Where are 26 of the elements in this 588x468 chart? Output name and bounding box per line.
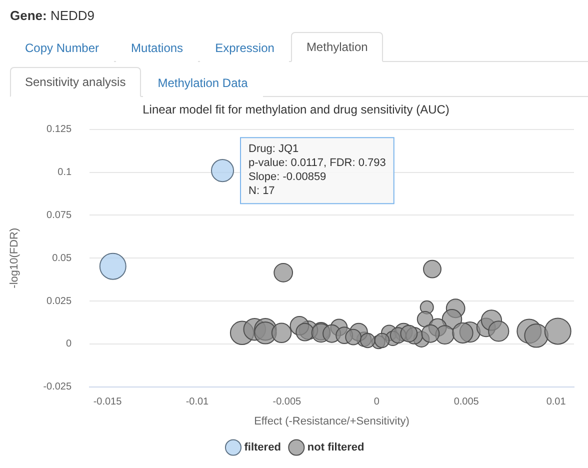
x-tick-label: 0.01 bbox=[546, 396, 566, 408]
text: Gene: NEDD9 bbox=[9, 7, 96, 25]
y-tick-label: 0 bbox=[66, 338, 72, 350]
text: Methylation bbox=[291, 32, 383, 62]
text: Methylation Data bbox=[142, 68, 263, 97]
text: Copy Number bbox=[10, 33, 114, 62]
x-tick-label: 0 bbox=[374, 396, 380, 408]
y-tick-label: -0.025 bbox=[43, 382, 72, 393]
x-tick-label: -0.01 bbox=[186, 396, 210, 408]
chart-title: Linear model fit for methylation and drug sensitivity (AUC) bbox=[142, 102, 450, 117]
y-tick-label: 0.05 bbox=[52, 252, 72, 264]
y-tick-label: 0.025 bbox=[46, 296, 72, 307]
text: Sensitivity analysis bbox=[10, 67, 141, 97]
y-tick-label: 0.075 bbox=[46, 210, 72, 221]
x-tick-label: -0.005 bbox=[272, 396, 302, 408]
x-tick-label: -0.015 bbox=[93, 396, 122, 408]
y-tick-label: 0.1 bbox=[58, 167, 72, 178]
annotation: Drug: JQ1 p-value: 0.0117, FDR: 0.793 Slope: -0.00859 N: 17 bbox=[248, 143, 386, 198]
y-tick-label: 0.125 bbox=[46, 124, 72, 136]
legend-label: filtered bbox=[244, 442, 281, 454]
text: Expression bbox=[200, 33, 290, 62]
x-tick-label: 0.005 bbox=[454, 396, 480, 408]
x-axis-title: Effect (-Resistance/+Sensitivity) bbox=[254, 415, 410, 428]
text: Mutations bbox=[116, 33, 198, 62]
y-axis-title: -log10(FDR) bbox=[8, 228, 21, 288]
legend-label: not filtered bbox=[307, 442, 364, 454]
